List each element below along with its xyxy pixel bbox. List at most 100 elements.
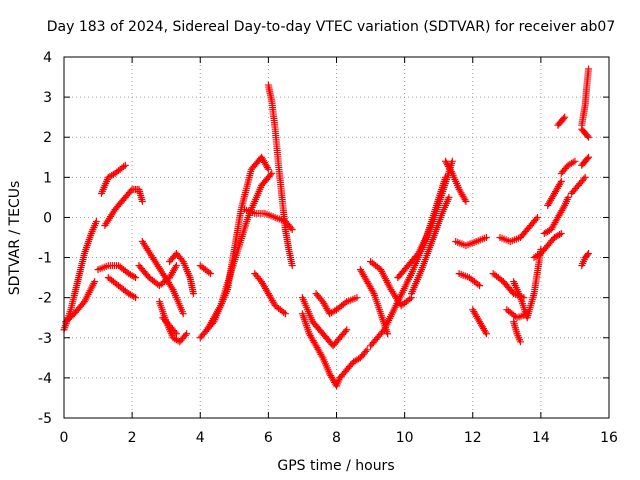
- series-arc-43: [578, 65, 593, 129]
- data-points: [60, 65, 593, 390]
- data-point: [556, 230, 564, 238]
- data-point: [132, 274, 140, 282]
- data-point: [341, 327, 349, 335]
- data-point: [91, 278, 99, 286]
- data-point: [516, 338, 524, 346]
- data-point: [138, 197, 146, 205]
- data-point: [482, 330, 490, 338]
- data-point: [130, 273, 138, 281]
- y-tick-label: 3: [43, 90, 52, 106]
- series-arc-14: [203, 169, 276, 334]
- series-arc-24: [367, 173, 449, 350]
- series-arc-13: [196, 153, 272, 342]
- data-point: [448, 157, 456, 165]
- x-tick-label: 6: [264, 430, 273, 446]
- data-point: [341, 299, 349, 307]
- series-arc-19: [298, 294, 351, 350]
- series-arc-2: [62, 278, 99, 326]
- series-arc-25: [394, 157, 456, 282]
- series-arc-41: [578, 250, 593, 270]
- series-arc-36: [540, 193, 572, 237]
- y-tick-label: 4: [43, 50, 52, 66]
- data-point: [288, 262, 296, 270]
- x-tick-label: 8: [332, 430, 341, 446]
- data-point: [583, 132, 591, 140]
- series-arc-34: [503, 306, 531, 322]
- x-tick-label: 10: [396, 430, 414, 446]
- data-point: [447, 168, 455, 176]
- series-arc-35: [510, 318, 524, 346]
- data-point: [406, 295, 414, 303]
- series-arc-11: [159, 314, 180, 338]
- x-tick-label: 14: [532, 430, 550, 446]
- data-point: [557, 229, 565, 237]
- series-arc-27: [442, 157, 470, 205]
- x-tick-label: 12: [464, 430, 482, 446]
- data-point: [172, 262, 180, 270]
- data-point: [560, 203, 568, 211]
- data-point: [132, 294, 140, 302]
- x-tick-label: 2: [128, 430, 137, 446]
- series-arc-10: [166, 250, 197, 298]
- data-point: [476, 282, 484, 290]
- data-point: [369, 288, 377, 296]
- data-point: [171, 263, 179, 271]
- chart-title: Day 183 of 2024, Sidereal Day-to-day VTE…: [47, 19, 616, 35]
- data-point: [179, 310, 187, 318]
- data-point: [461, 196, 469, 204]
- series-arc-8: [138, 238, 187, 318]
- data-point: [564, 193, 572, 201]
- data-point: [181, 331, 189, 339]
- series-arc-44: [578, 125, 593, 141]
- y-tick-label: 1: [43, 170, 52, 186]
- x-tick-label: 16: [600, 430, 618, 446]
- series-arc-1: [60, 217, 100, 334]
- series-arc-39: [557, 157, 579, 177]
- data-point: [174, 337, 182, 345]
- series-arc-5: [94, 262, 140, 282]
- x-tick-label: 0: [60, 430, 69, 446]
- series-arc-26: [407, 193, 453, 298]
- data-point: [363, 346, 371, 354]
- data-point: [585, 133, 593, 141]
- series-arc-3: [97, 161, 129, 197]
- series-arc-23: [367, 258, 415, 310]
- data-point: [362, 347, 370, 355]
- series-arc-21: [336, 346, 371, 382]
- data-point: [557, 177, 565, 185]
- data-point: [560, 115, 568, 123]
- y-tick-label: -4: [38, 371, 52, 387]
- data-point: [288, 225, 296, 233]
- data-point: [384, 330, 392, 338]
- data-point: [523, 310, 531, 318]
- data-point: [92, 217, 100, 225]
- data-point: [556, 179, 564, 187]
- data-point: [205, 268, 213, 276]
- data-point: [178, 256, 186, 264]
- data-point: [533, 213, 541, 221]
- series-arc-4: [101, 185, 146, 229]
- series-arc-38: [544, 177, 565, 209]
- data-point: [120, 163, 128, 171]
- series-arc-32: [489, 270, 528, 302]
- data-point: [561, 113, 569, 121]
- series-arc-12: [196, 262, 214, 278]
- data-point: [183, 330, 191, 338]
- y-tick-label: -1: [38, 251, 52, 267]
- data-point: [583, 155, 591, 163]
- series-arc-42: [554, 113, 569, 129]
- data-point: [353, 294, 361, 302]
- data-point: [268, 169, 276, 177]
- data-point: [206, 270, 214, 278]
- data-point: [482, 234, 490, 241]
- series-arc-29: [455, 270, 484, 290]
- data-point: [263, 164, 271, 172]
- grid: [64, 57, 609, 418]
- y-tick-label: -5: [38, 411, 52, 427]
- y-tick-label: 2: [43, 130, 52, 146]
- data-point: [569, 158, 577, 166]
- series-arc-22: [356, 266, 392, 338]
- data-point: [445, 193, 453, 201]
- y-axis-label: SDTVAR / TECUs: [7, 181, 23, 296]
